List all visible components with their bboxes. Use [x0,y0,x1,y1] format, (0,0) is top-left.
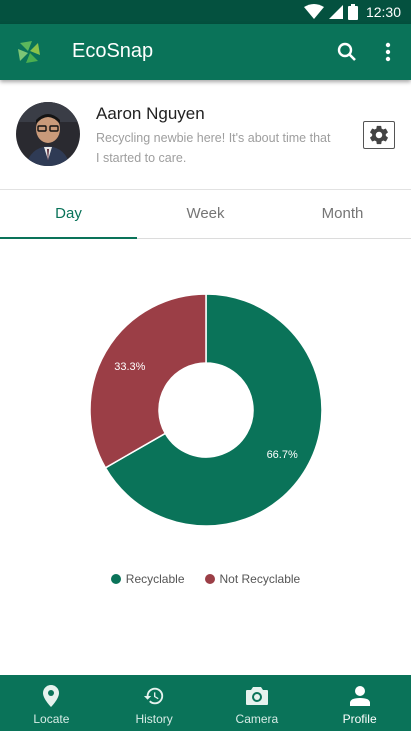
tab-month[interactable]: Month [321,205,364,222]
pie-slice-not-recyclable [89,293,207,469]
chart-legend: Recyclable Not Recyclable [0,572,411,586]
nav-label-camera: Camera [235,712,279,726]
avatar[interactable] [16,102,80,166]
nav-label-profile: Profile [342,712,377,726]
search-button[interactable] [333,38,361,66]
legend-item-not-recyclable: Not Recyclable [204,572,301,586]
period-tabs: Day Week Month [0,191,411,239]
more-vert-icon [385,42,391,62]
search-icon [337,42,356,61]
more-options-button[interactable] [378,38,398,66]
profile-header: Aaron Nguyen Recycling newbie here! It's… [0,80,411,190]
status-icons: 12:30 [303,3,401,21]
avatar-image [16,102,80,166]
recycling-donut-chart: 66.7% 33.3% [89,293,323,527]
bottom-navigation: Locate History Camera Profile [0,675,411,731]
person-icon [349,685,371,707]
history-icon [143,685,165,707]
user-name: Aaron Nguyen [96,104,205,123]
camera-icon [245,685,268,707]
location-pin-icon [40,685,62,707]
tab-day[interactable]: Day [0,191,137,239]
signal-icon [328,5,343,19]
wifi-icon [303,4,324,19]
app-title: EcoSnap [72,40,154,62]
pie-slice-recyclable [104,293,323,527]
nav-item-profile[interactable]: Profile [308,675,411,731]
legend-label-recyclable: Recyclable [125,572,185,586]
app-bar: EcoSnap [0,24,411,80]
settings-button[interactable] [363,121,395,149]
legend-swatch-not-recyclable [204,574,215,584]
status-time: 12:30 [365,4,401,20]
legend-label-not-recyclable: Not Recyclable [219,572,301,586]
gear-icon [370,125,388,145]
app-logo-icon [18,41,40,63]
legend-swatch-recyclable [110,574,121,584]
battery-icon [347,4,358,20]
nav-label-history: History [135,712,173,726]
nav-label-locate: Locate [33,712,70,726]
nav-item-locate[interactable]: Locate [0,675,103,731]
status-bar: 12:30 [0,0,411,24]
legend-item-recyclable: Recyclable [110,572,185,586]
nav-item-history[interactable]: History [103,675,206,731]
slice-label-recyclable: 66.7% [267,449,298,461]
slice-label-not-recyclable: 33.3% [114,361,145,373]
nav-item-camera[interactable]: Camera [206,675,309,731]
tab-week[interactable]: Week [186,205,225,222]
user-bio: Recycling newbie here! It's about time t… [96,131,331,165]
